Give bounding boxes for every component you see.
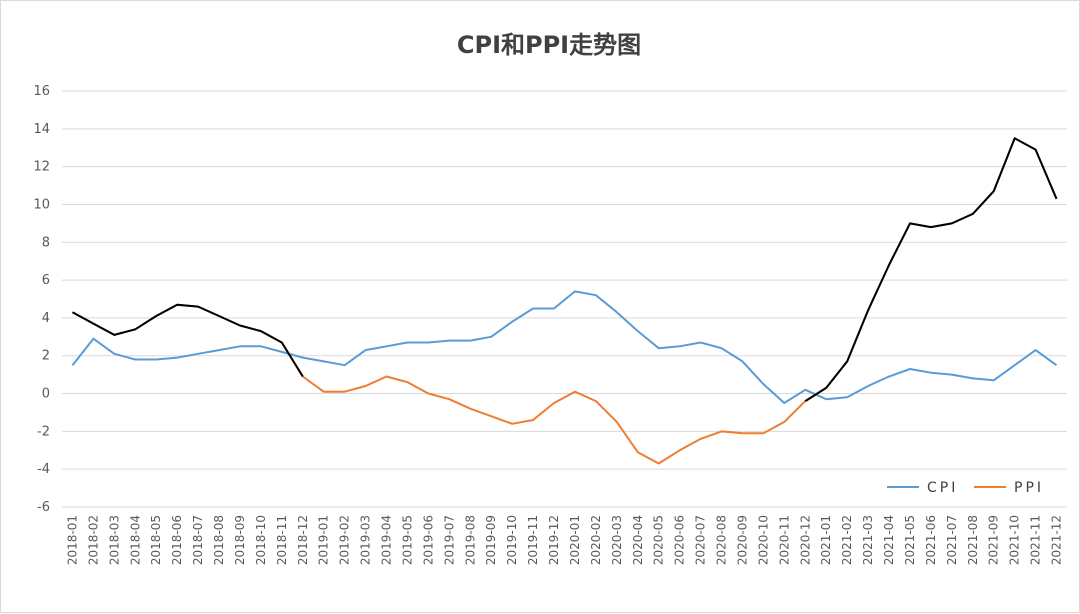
x-axis-ticks: 2018-01 2018-02 2018-03 2018-04 2018-05 2018-… <box>65 515 1063 565</box>
x-tick-label: 2018-08 <box>212 515 226 565</box>
y-tick-label: -6 <box>37 500 50 515</box>
x-tick-label: 2018-05 <box>149 515 163 565</box>
y-axis-ticks: -6 -4 -2 0 2 4 6 8 10 12 14 16 <box>33 84 50 515</box>
legend-label-ppi: PPI <box>1014 480 1044 496</box>
x-tick-label: 2020-05 <box>652 515 666 565</box>
x-tick-label: 2020-11 <box>777 515 791 565</box>
x-tick-label: 2019-01 <box>317 515 331 565</box>
x-tick-label: 2019-07 <box>442 515 456 565</box>
x-tick-label: 2018-06 <box>170 515 184 565</box>
chart-title: CPI和PPI走势图 <box>457 31 641 59</box>
x-tick-label: 2018-01 <box>65 515 79 565</box>
x-tick-label: 2018-04 <box>128 515 142 565</box>
x-tick-label: 2021-09 <box>987 515 1001 565</box>
x-tick-label: 2019-12 <box>547 515 561 565</box>
x-tick-label: 2020-01 <box>568 515 582 565</box>
x-tick-label: 2021-04 <box>882 515 896 565</box>
x-tick-label: 2018-09 <box>233 515 247 565</box>
x-tick-label: 2018-10 <box>254 515 268 565</box>
series-line-cpi <box>71 290 1058 404</box>
series-lines <box>71 137 1058 465</box>
x-tick-label: 2021-03 <box>861 515 875 565</box>
x-tick-label: 2018-03 <box>107 515 121 565</box>
y-tick-label: 4 <box>42 311 50 326</box>
x-tick-label: 2018-07 <box>191 515 205 565</box>
x-tick-label: 2020-09 <box>735 515 749 565</box>
y-tick-label: -2 <box>37 424 50 439</box>
x-tick-label: 2020-10 <box>756 515 770 565</box>
x-tick-label: 2021-07 <box>945 515 959 565</box>
x-tick-label: 2019-04 <box>380 515 394 565</box>
y-tick-label: 14 <box>33 122 50 137</box>
x-tick-label: 2020-03 <box>610 515 624 565</box>
x-tick-label: 2021-12 <box>1050 515 1064 565</box>
x-tick-label: 2020-08 <box>715 515 729 565</box>
legend-label-cpi: CPI <box>927 480 958 496</box>
y-tick-label: 16 <box>33 84 50 99</box>
x-tick-label: 2019-08 <box>463 515 477 565</box>
x-tick-label: 2021-08 <box>966 515 980 565</box>
x-tick-label: 2021-10 <box>1008 515 1022 565</box>
x-tick-label: 2019-03 <box>359 515 373 565</box>
x-tick-label: 2020-07 <box>694 515 708 565</box>
x-tick-label: 2020-06 <box>673 515 687 565</box>
x-tick-label: 2021-01 <box>819 515 833 565</box>
legend: CPI PPI <box>887 480 1044 496</box>
x-tick-label: 2021-02 <box>840 515 854 565</box>
y-tick-label: 6 <box>42 273 50 288</box>
x-tick-label: 2020-12 <box>798 515 812 565</box>
x-tick-label: 2020-04 <box>631 515 645 565</box>
x-tick-label: 2018-11 <box>275 515 289 565</box>
x-tick-label: 2019-10 <box>505 515 519 565</box>
x-tick-label: 2021-05 <box>903 515 917 565</box>
x-tick-label: 2021-06 <box>924 515 938 565</box>
x-tick-label: 2018-12 <box>296 515 310 565</box>
x-tick-label: 2019-11 <box>526 515 540 565</box>
series-line-ppi-highlight-1 <box>804 137 1058 402</box>
series-line-ppi-highlight-0 <box>72 303 304 378</box>
y-tick-label: 10 <box>33 197 50 212</box>
x-tick-label: 2021-11 <box>1029 515 1043 565</box>
x-tick-label: 2019-02 <box>338 515 352 565</box>
x-tick-label: 2019-06 <box>421 515 435 565</box>
y-tick-label: 2 <box>42 349 50 364</box>
y-tick-label: -4 <box>37 462 50 477</box>
x-tick-label: 2020-02 <box>589 515 603 565</box>
y-tick-label: 12 <box>33 160 50 175</box>
x-tick-label: 2019-09 <box>484 515 498 565</box>
x-tick-label: 2019-05 <box>400 515 414 565</box>
y-tick-label: 8 <box>42 235 50 250</box>
x-tick-label: 2018-02 <box>86 515 100 565</box>
gridlines <box>62 90 1067 508</box>
y-tick-label: 0 <box>42 387 50 402</box>
